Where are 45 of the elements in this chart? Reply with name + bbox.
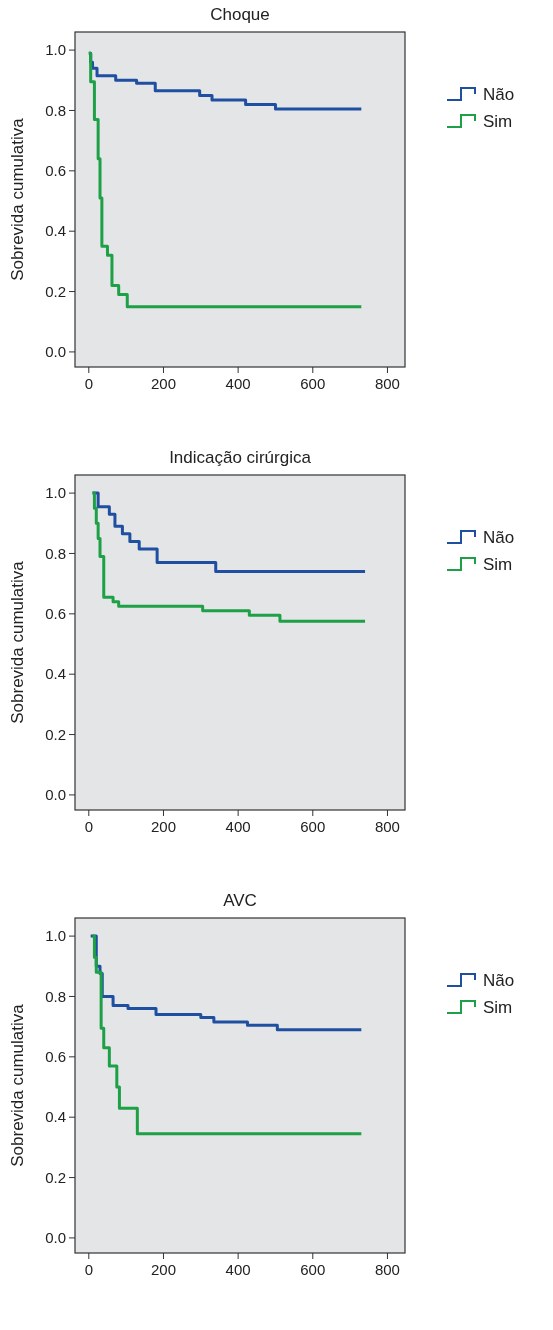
- y-tick-label: 1.0: [45, 484, 66, 502]
- x-tick-label: 800: [374, 818, 400, 835]
- chart-title: Choque: [210, 5, 270, 24]
- y-axis-title: Sobrevida cumulativa: [8, 117, 27, 281]
- y-tick-label: 0.4: [45, 1108, 66, 1126]
- legend-label: Não: [483, 527, 515, 547]
- legend-label: Sim: [483, 554, 513, 574]
- y-axis-title: Sobrevida cumulativa: [8, 1003, 27, 1167]
- y-axis-title: Sobrevida cumulativa: [8, 560, 27, 724]
- y-tick-label: 0.8: [45, 101, 66, 119]
- x-tick-label: 400: [225, 818, 251, 835]
- x-tick-label: 400: [225, 1261, 251, 1278]
- x-tick-label: 400: [225, 375, 251, 392]
- chart-title: AVC: [223, 891, 257, 910]
- x-tick-label: 0: [84, 818, 93, 835]
- y-tick-label: 0.2: [45, 1168, 66, 1186]
- y-tick-label: 0.8: [45, 987, 66, 1005]
- y-tick-label: 0.4: [45, 222, 66, 240]
- y-tick-label: 0.2: [45, 725, 66, 743]
- y-tick-label: 0.6: [45, 1048, 66, 1066]
- x-tick-label: 200: [150, 375, 176, 392]
- y-tick-label: 0.2: [45, 282, 66, 300]
- x-tick-label: 200: [150, 818, 176, 835]
- legend-label: Não: [483, 970, 515, 990]
- x-tick-label: 800: [374, 1261, 400, 1278]
- legend-label: Sim: [483, 111, 513, 131]
- x-tick-label: 0: [84, 1261, 93, 1278]
- x-tick-label: 800: [374, 375, 400, 392]
- y-tick-label: 0.0: [45, 1229, 66, 1247]
- x-tick-label: 200: [150, 1261, 176, 1278]
- y-tick-label: 1.0: [45, 927, 66, 945]
- y-tick-label: 0.6: [45, 162, 66, 180]
- y-tick-label: 0.0: [45, 343, 66, 361]
- y-tick-label: 0.6: [45, 605, 66, 623]
- legend-label: Sim: [483, 997, 513, 1017]
- y-tick-label: 0.8: [45, 544, 66, 562]
- y-tick-label: 0.0: [45, 786, 66, 804]
- x-tick-label: 600: [300, 818, 326, 835]
- x-tick-label: 600: [300, 1261, 326, 1278]
- y-tick-label: 0.4: [45, 665, 66, 683]
- legend-label: Não: [483, 84, 515, 104]
- x-tick-label: 600: [300, 375, 326, 392]
- chart-title: Indicação cirúrgica: [169, 448, 312, 467]
- y-tick-label: 1.0: [45, 41, 66, 59]
- x-tick-label: 0: [84, 375, 93, 392]
